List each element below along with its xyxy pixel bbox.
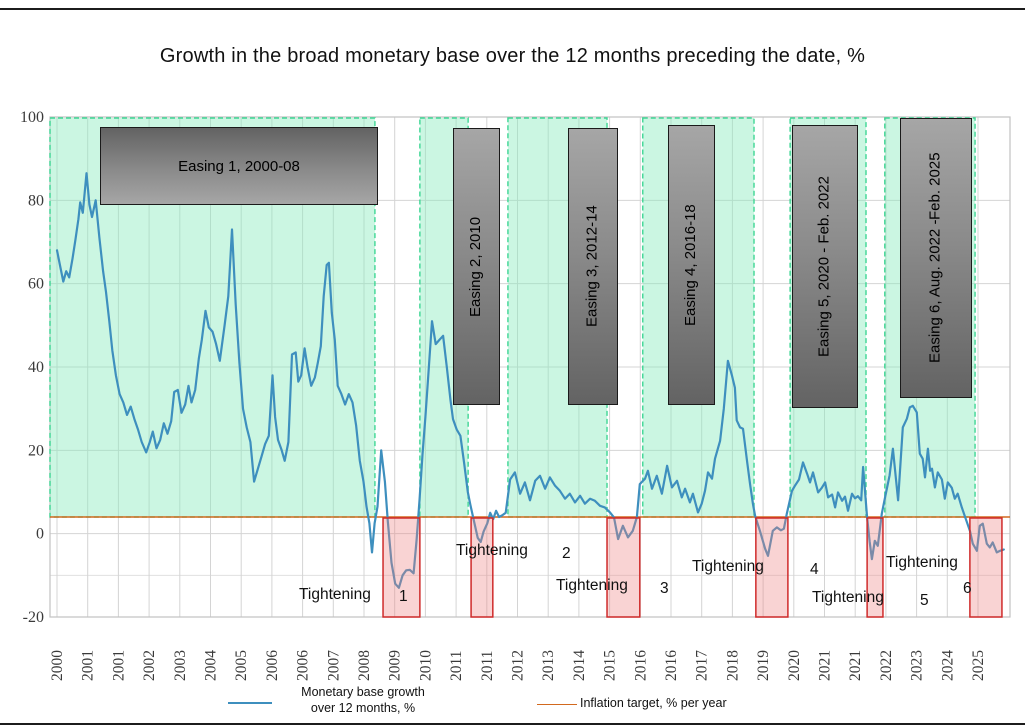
x-tick-label: 2021 (847, 650, 864, 681)
x-tick-label: 2006 (264, 650, 281, 681)
tightening-label-word-1: Tightening (299, 586, 371, 603)
x-tick-label: 2015 (602, 650, 619, 681)
x-tick-label: 2008 (356, 650, 373, 681)
x-tick-label: 2009 (387, 650, 404, 681)
page-title: Growth in the broad monetary base over t… (159, 45, 866, 67)
legend-label-monetary-base-line1: Monetary base growth (301, 685, 425, 699)
easing-region-border-1 (49, 117, 376, 518)
tightening-label-number-4: 4 (810, 561, 819, 578)
tightening-region-box-6 (969, 517, 1003, 618)
easing-label-text: Easing 6, Aug. 2022 - (926, 220, 944, 364)
tightening-label-word-2: Tightening (456, 542, 528, 559)
x-tick-label: 2024 (939, 650, 956, 681)
easing-label-box-5: Easing 5, 2020 - Feb. 2022 (792, 125, 858, 408)
y-tick-label: 20 (28, 442, 44, 459)
easing-label-text: Easing 1, 2000-08 (178, 157, 300, 175)
y-tick-label: 0 (36, 526, 44, 543)
x-tick-label: 2020 (786, 650, 803, 681)
x-tick-label: 2012 (510, 650, 527, 681)
easing-label-text: Easing 3, 2012-14 (583, 205, 601, 328)
x-tick-label: 2006 (295, 650, 312, 681)
x-tick-label: 2019 (755, 650, 772, 681)
x-tick-label: 2025 (970, 650, 987, 681)
x-tick-label: 2002 (141, 650, 158, 681)
x-tick-label: 2011 (479, 651, 496, 681)
tightening-label-word-4: Tightening (692, 558, 764, 575)
tightening-label-word-6: Tightening (886, 554, 958, 571)
y-tick-label: -20 (23, 609, 44, 626)
x-tick-label: 2001 (110, 650, 127, 681)
easing-region-border-2 (419, 117, 469, 518)
top-border-rule (0, 8, 1025, 10)
x-tick-label: 2013 (540, 650, 557, 681)
legend-label-inflation-target: Inflation target, % per year (580, 696, 727, 710)
x-tick-label: 2014 (571, 650, 588, 681)
chart-legend: Monetary base growth over 12 months, % I… (0, 680, 1025, 720)
tightening-region-box-2 (470, 517, 494, 618)
monetary-base-growth-line (55, 172, 1005, 589)
easing-label-text: Easing 2, 2010 (467, 216, 485, 317)
tightening-label-word-3: Tightening (556, 577, 628, 594)
tightening-region-box-1 (382, 517, 421, 618)
easing-label-text: Easing 4, 2016-18 (682, 204, 700, 326)
tightening-label-number-3: 3 (660, 580, 669, 597)
tightening-label-number-5: 5 (920, 592, 929, 609)
x-tick-label: 2010 (417, 650, 434, 681)
legend-label-monetary-base: Monetary base growth over 12 months, % (268, 685, 458, 716)
tightening-region-box-3 (606, 517, 641, 618)
x-tick-label: 2016 (632, 650, 649, 681)
y-tick-label: 100 (20, 109, 44, 126)
tightening-label-number-1: 1 (399, 588, 408, 605)
easing-label-box-3: Easing 3, 2012-14 (568, 128, 618, 405)
easing-label-box-6: Easing 6, Aug. 2022 - Feb. 2025 (900, 118, 972, 398)
tightening-region-box-4 (755, 517, 789, 618)
tightening-label-number-6: 6 (963, 580, 972, 597)
legend-line-sample-inflation-target (537, 704, 577, 705)
x-tick-label: 2021 (817, 650, 834, 681)
tightening-region-box-5 (866, 517, 884, 618)
x-tick-label: 2007 (325, 650, 342, 681)
tightening-label-word-5: Tightening (812, 589, 884, 606)
easing-label-text: Easing 5, 2020 - Feb. 2022 (815, 176, 833, 357)
easing-label-box-4: Easing 4, 2016-18 (668, 125, 715, 405)
x-tick-label: 2000 (49, 650, 66, 681)
legend-label-monetary-base-line2: over 12 months, % (310, 700, 416, 715)
x-tick-label: 2022 (878, 650, 895, 681)
easing-label-box-2: Easing 2, 2010 (453, 128, 500, 405)
x-tick-label: 2005 (233, 650, 250, 681)
x-tick-label: 2004 (203, 650, 220, 681)
legend-line-sample-monetary-base (228, 702, 272, 704)
x-tick-label: 2003 (172, 650, 189, 681)
plot-frame (49, 116, 1011, 618)
tightening-label-number-2: 2 (562, 545, 571, 562)
y-tick-label: 80 (28, 192, 44, 209)
x-tick-label: 2023 (909, 650, 926, 681)
x-tick-label: 2001 (80, 650, 97, 681)
x-tick-label: 2017 (694, 650, 711, 681)
easing-label-box-1: Easing 1, 2000-08 (100, 127, 378, 205)
easing-region-border-6 (884, 117, 976, 518)
x-tick-label: 2011 (448, 651, 465, 681)
easing-label-text: Feb. 2025 (926, 152, 944, 221)
y-tick-label: 60 (28, 276, 44, 293)
y-tick-label: 40 (28, 359, 44, 376)
x-tick-label: 2018 (724, 650, 741, 681)
x-tick-label: 2016 (663, 650, 680, 681)
bottom-border-rule (0, 723, 1025, 725)
